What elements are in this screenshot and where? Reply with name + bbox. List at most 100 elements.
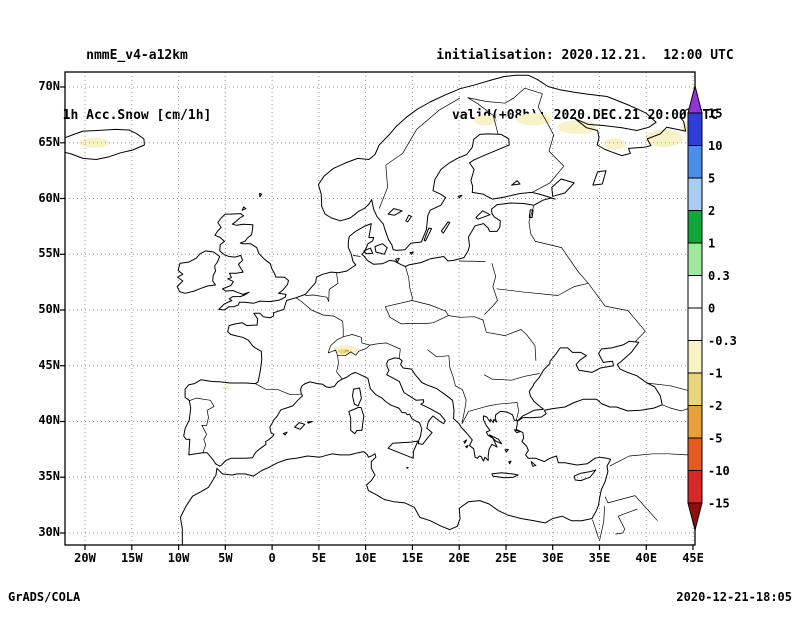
colorbar-tick-label: 0.3	[708, 269, 730, 283]
colorbar-tick-label: -15	[708, 497, 730, 511]
colorbar-tick-label: -0.3	[708, 334, 737, 348]
title-block-left: nmmE_v4-a12km 1h Acc.Snow [cm/1h]	[20, 6, 254, 146]
country-border	[609, 450, 696, 467]
lon-tick-label: 20W	[74, 551, 96, 565]
credit: GrADS/COLA	[8, 590, 81, 604]
colorbar-segment	[687, 112, 703, 146]
lon-tick-label: 5E	[311, 551, 327, 565]
lake-outline	[387, 208, 403, 216]
colorbar-segment	[687, 177, 703, 211]
country-border	[378, 97, 460, 209]
country-border	[369, 342, 401, 359]
country-border	[328, 273, 339, 302]
coastline	[179, 74, 697, 546]
coastline	[423, 227, 433, 242]
lon-tick-label: 20E	[448, 551, 471, 565]
coastline	[348, 407, 365, 435]
timestamp: 2020-12-21-18:05	[676, 590, 792, 604]
colorbar-arrow-top	[687, 84, 703, 114]
colorbar-tick-label: -10	[708, 464, 730, 478]
colorbar-tick-label: -1	[708, 367, 722, 381]
lat-tick-label: 45N	[38, 357, 60, 372]
coastline	[530, 461, 537, 467]
map-border-frame	[64, 71, 696, 546]
colorbar-segment	[687, 340, 703, 374]
colorbar-tick-label: 5	[708, 172, 715, 186]
lon-tick-label: 0	[268, 551, 276, 565]
colorbar-arrow-bottom	[687, 502, 703, 532]
lat-tick-label: 70N	[38, 79, 60, 94]
colorbar-tick-label: 15	[708, 107, 722, 121]
country-border	[448, 315, 487, 333]
coastline	[259, 193, 263, 198]
country-border	[427, 349, 467, 424]
colorbar-segment	[687, 437, 703, 471]
coastline	[508, 460, 512, 465]
coastline	[374, 243, 388, 255]
map-frame	[60, 71, 698, 550]
country-border	[384, 300, 449, 325]
country-border	[327, 334, 371, 357]
lon-tick-label: 15W	[120, 551, 143, 565]
colorbar-segment	[687, 275, 703, 309]
country-border	[467, 87, 543, 104]
country-border	[484, 263, 498, 315]
coastline	[176, 250, 221, 294]
coastline	[504, 448, 509, 453]
coastline	[465, 445, 469, 449]
lon-tick-label: 45E	[682, 551, 704, 565]
country-border	[467, 97, 499, 134]
snow-shading-patch	[557, 120, 597, 134]
coastline	[214, 213, 289, 311]
lat-tick-label: 60N	[38, 190, 60, 205]
country-border	[295, 297, 344, 337]
lon-tick-label: 10E	[354, 551, 377, 565]
snow-shading-patch	[79, 137, 110, 148]
colorbar-segment	[687, 405, 703, 439]
country-border	[496, 282, 589, 296]
coastline	[406, 466, 409, 469]
colorbar-tick-label: 1	[708, 237, 715, 251]
coastline	[282, 431, 288, 436]
country-border	[531, 93, 565, 193]
coastline	[457, 194, 463, 199]
lon-tick-label: 25E	[495, 551, 517, 565]
snow-shading-patch	[344, 349, 349, 352]
snow-shading-patch	[222, 386, 231, 390]
country-border	[461, 402, 518, 424]
country-border	[662, 404, 692, 412]
country-border	[634, 495, 658, 521]
coastline	[475, 210, 491, 220]
snow-shading-patch	[474, 115, 497, 126]
country-border	[615, 508, 638, 535]
lake-outline	[511, 180, 521, 186]
lat-tick-label: 30N	[38, 524, 60, 539]
lat-tick-label: 55N	[38, 246, 60, 261]
country-border	[604, 495, 636, 504]
lon-tick-label: 15E	[401, 551, 424, 565]
country-border	[515, 402, 519, 421]
coastline	[573, 469, 597, 482]
colorbar-tick-label: 0	[708, 302, 715, 316]
lat-tick-label: 65N	[38, 134, 60, 149]
country-border	[188, 397, 215, 453]
colorbar-segment	[687, 470, 703, 504]
colorbar-segment	[687, 307, 703, 341]
coastline	[491, 472, 519, 479]
country-border	[483, 373, 540, 381]
lon-tick-label: 5W	[218, 551, 233, 565]
coastline	[352, 387, 362, 407]
colorbar-segment	[687, 372, 703, 406]
variable-name: 1h Acc.Snow [cm/1h]	[62, 108, 212, 123]
colorbar-tick-label: 10	[708, 139, 722, 153]
colorbar-segment	[687, 242, 703, 276]
coastline	[64, 128, 145, 160]
colorbar-tick-label: -5	[708, 432, 722, 446]
coastline	[440, 221, 451, 234]
country-border	[486, 329, 537, 361]
lat-tick-label: 40N	[38, 413, 60, 428]
lon-tick-label: 35E	[588, 551, 611, 565]
lake-outline	[592, 170, 607, 186]
country-border	[336, 355, 343, 380]
coastline	[363, 247, 374, 255]
